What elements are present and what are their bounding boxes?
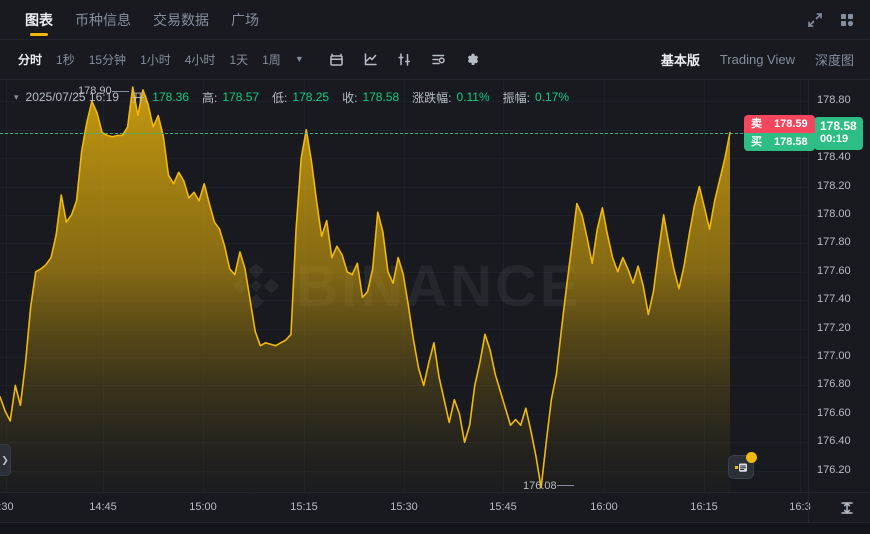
news-badge-icon[interactable] <box>728 452 757 479</box>
current-price-line <box>0 133 808 134</box>
tab-chart[interactable]: 图表 <box>14 0 64 40</box>
price-tick-10: 176.80 <box>817 378 851 391</box>
indicators-icon[interactable] <box>396 51 413 68</box>
grid-line-v-8 <box>800 80 801 492</box>
bid-value: 178.58 <box>774 135 808 148</box>
timeframe-5[interactable]: 1天 <box>229 53 249 67</box>
announcement-icon <box>735 463 747 472</box>
price-tick-11: 176.60 <box>817 406 851 419</box>
price-tick-2: 178.40 <box>817 151 851 164</box>
time-tick-0: :30 <box>0 501 14 513</box>
reset-zoom-icon[interactable] <box>838 499 856 517</box>
price-tick-12: 176.40 <box>817 435 851 448</box>
timeframe-3[interactable]: 1小时 <box>140 53 171 67</box>
chart-settings-icon[interactable] <box>430 51 447 68</box>
timeframe-6[interactable]: 1周 <box>262 53 281 67</box>
price-tick-3: 178.20 <box>817 179 851 192</box>
timeframe-more-caret[interactable]: ▼ <box>294 54 304 64</box>
current-price-value: 178.58 <box>820 118 857 133</box>
tab-coin-info[interactable]: 币种信息 <box>75 11 131 28</box>
price-axis[interactable]: 178.80178.60178.40178.20178.00177.80177.… <box>808 80 870 492</box>
tab-list: 图表 币种信息 交易数据 广场 <box>0 0 270 40</box>
price-tick-6: 177.60 <box>817 264 851 277</box>
view-mode-1[interactable]: Trading View <box>719 52 795 67</box>
view-mode-group: 基本版 Trading View 深度图 <box>661 50 870 69</box>
price-tick-0: 178.80 <box>817 94 851 107</box>
chart-toolbar: 分时 1秒 15分钟 1小时 4小时 1天 1周 ▼ <box>0 40 870 80</box>
chart-plot-area[interactable]: BINANCE 178.90 176.08 <box>0 80 808 492</box>
axis-separator <box>808 493 809 523</box>
high-marker-leader <box>111 90 129 92</box>
time-tick-5: 15:45 <box>489 501 517 513</box>
tab-square[interactable]: 广场 <box>231 11 259 28</box>
tab-trade-data[interactable]: 交易数据 <box>153 11 209 28</box>
price-tick-7: 177.40 <box>817 293 851 306</box>
bid-ask-tags: 卖 178.59 买 178.58 <box>744 114 815 151</box>
chart-type-icon[interactable] <box>362 51 379 68</box>
timeframe-0[interactable]: 分时 <box>18 53 43 67</box>
ask-tag: 卖 178.59 <box>744 114 815 133</box>
current-price-badge: 178.58 00:19 <box>814 116 863 150</box>
view-mode-2[interactable]: 深度图 <box>814 53 854 68</box>
tool-icon-group <box>312 51 481 68</box>
price-area-series <box>0 86 731 492</box>
high-marker-label: 178.90 <box>78 85 112 98</box>
topbar-actions <box>806 11 870 29</box>
time-tick-8: 16:3 <box>789 501 811 513</box>
news-unread-dot <box>746 452 757 463</box>
time-tick-4: 15:30 <box>390 501 418 513</box>
calendar-icon[interactable] <box>328 51 345 68</box>
candle-countdown: 00:19 <box>820 132 849 145</box>
view-mode-0[interactable]: 基本版 <box>660 53 700 68</box>
low-marker-leader <box>556 485 574 487</box>
bid-tag: 买 178.58 <box>744 132 815 151</box>
timeframe-4[interactable]: 4小时 <box>184 53 216 67</box>
bottom-strip <box>0 522 870 534</box>
high-price-marker: 178.90 <box>78 85 129 97</box>
time-tick-2: 15:00 <box>189 501 217 513</box>
gear-icon[interactable] <box>464 51 481 68</box>
timeframe-2[interactable]: 15分钟 <box>88 53 127 67</box>
price-tick-9: 177.00 <box>817 350 851 363</box>
price-tick-4: 178.00 <box>817 207 851 220</box>
ask-label: 卖 <box>751 117 762 130</box>
top-tab-bar: 图表 币种信息 交易数据 广场 <box>0 0 870 40</box>
bid-label: 买 <box>751 135 762 148</box>
panel-expand-caret: ❯ <box>1 454 9 465</box>
price-tick-13: 176.20 <box>817 463 851 476</box>
price-tick-5: 177.80 <box>817 236 851 249</box>
price-tick-8: 177.20 <box>817 321 851 334</box>
time-tick-7: 16:15 <box>690 501 718 513</box>
ask-value: 178.59 <box>774 117 808 130</box>
layout-grid-icon[interactable] <box>838 11 856 29</box>
time-tick-6: 16:00 <box>590 501 618 513</box>
time-tick-3: 15:15 <box>290 501 318 513</box>
timeframe-group: 分时 1秒 15分钟 1小时 4小时 1天 1周 <box>0 47 287 72</box>
time-tick-1: 14:45 <box>89 501 117 513</box>
low-marker-label: 176.08 <box>523 479 557 492</box>
grid-line-v-5 <box>503 80 504 492</box>
low-price-marker: 176.08 <box>523 480 574 492</box>
panel-expand-handle[interactable]: ❯ <box>0 444 11 476</box>
expand-icon[interactable] <box>806 11 824 29</box>
timeframe-1[interactable]: 1秒 <box>56 53 75 67</box>
grid-line-v-0 <box>6 80 7 492</box>
time-axis[interactable]: :30 14:45 15:00 15:15 15:30 15:45 16:00 16:15 16… <box>0 492 870 523</box>
